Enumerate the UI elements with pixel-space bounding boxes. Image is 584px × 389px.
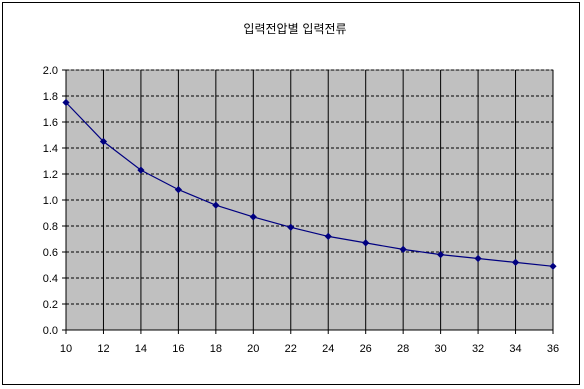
data-point xyxy=(174,186,182,194)
data-point xyxy=(249,213,257,221)
grid-layer xyxy=(66,69,554,330)
x-tick-label: 16 xyxy=(172,343,184,355)
data-point xyxy=(212,201,220,209)
y-tick-label: 0.8 xyxy=(43,221,58,233)
x-tick-label: 12 xyxy=(97,343,109,355)
series-line xyxy=(65,102,554,267)
y-tick-label: 1.2 xyxy=(43,169,58,181)
data-point xyxy=(62,98,70,107)
data-point xyxy=(549,262,557,270)
axis-layer: 0.0 0.2 0.4 0.6 0.8 1.0 1.2 1.4 1.6 1.8 2.0 10 12 14 1… xyxy=(43,65,559,355)
x-tick-label: 10 xyxy=(60,343,72,355)
y-tick-label: 1.6 xyxy=(43,117,58,129)
x-tick-label: 14 xyxy=(135,343,147,355)
x-tick-label: 30 xyxy=(434,343,446,355)
data-point xyxy=(362,239,370,247)
data-point xyxy=(324,232,332,240)
y-tick-label: 1.4 xyxy=(43,143,58,155)
x-tick-label: 36 xyxy=(547,343,559,355)
x-tick-label: 18 xyxy=(210,343,222,355)
y-tick-label: 0.2 xyxy=(43,299,58,311)
data-point xyxy=(137,166,145,174)
x-tick-label: 32 xyxy=(472,343,484,355)
data-point xyxy=(437,251,445,259)
x-tick-label: 26 xyxy=(360,343,372,355)
data-point xyxy=(511,258,520,266)
series-layer xyxy=(62,98,557,270)
y-tick-label: 2.0 xyxy=(43,65,58,77)
y-tick-label: 1.0 xyxy=(43,195,58,207)
x-tick-label: 34 xyxy=(509,343,521,355)
y-tick-label: 0.0 xyxy=(43,325,58,337)
data-point xyxy=(399,245,407,253)
chart-title: 입력전압별 입력전류 xyxy=(243,22,346,36)
x-tick-label: 24 xyxy=(322,343,334,355)
y-tick-label: 0.4 xyxy=(43,273,58,285)
plot-area xyxy=(65,69,554,331)
x-tick-label: 20 xyxy=(247,343,259,355)
data-point xyxy=(287,223,295,231)
y-tick-label: 1.8 xyxy=(43,91,58,103)
y-tick-label: 0.6 xyxy=(43,247,58,259)
x-tick-label: 28 xyxy=(397,343,409,355)
x-tick-label: 22 xyxy=(285,343,297,355)
data-point xyxy=(474,254,482,263)
data-point xyxy=(99,137,108,146)
